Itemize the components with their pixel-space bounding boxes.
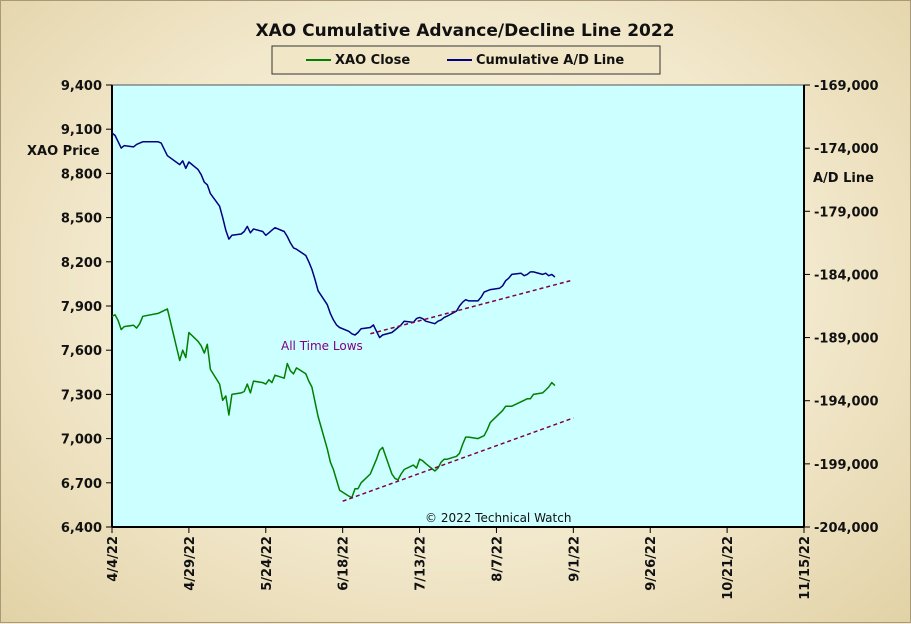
left-tick-label: 8,800 [61,167,102,182]
x-tick-label: 7/13/22 [414,536,429,591]
right-tick-label: -184,000 [814,268,879,283]
left-tick-label: 9,100 [61,123,102,138]
annotation-all-time-lows: All Time Lows [281,339,363,353]
x-tick-label: 10/21/22 [721,536,736,600]
left-tick-label: 8,200 [61,256,102,271]
annotation-copyright: © 2022 Technical Watch [425,511,571,525]
left-tick-label: 7,300 [61,388,102,403]
left-tick-label: 9,400 [61,79,102,94]
series-line-xao-close [111,308,556,499]
legend-label-ad-line: Cumulative A/D Line [476,53,624,68]
legend: XAO Close Cumulative A/D Line [271,45,661,75]
right-axis: -169,000 -174,000 -179,000 -184,000 -189,000… [803,79,879,536]
x-tick-label: 4/29/22 [183,536,198,591]
left-tick-label: 6,700 [61,477,102,492]
series-layer [111,132,556,499]
right-tick-label: -174,000 [814,142,879,157]
left-tick-label: 6,400 [61,521,102,536]
left-axis: 9,400 9,100 8,800 8,500 8,200 7,900 7,600 7,300… [61,79,113,536]
right-tick-label: -169,000 [814,79,879,94]
plot-area [111,84,805,528]
right-tick-label: -194,000 [814,395,879,410]
right-tick-label: -179,000 [814,205,879,220]
x-tick-label: 4/4/22 [106,536,121,582]
x-tick-label: 9/26/22 [644,536,659,591]
x-tick-label: 5/24/22 [260,536,275,591]
right-tick-label: -204,000 [814,521,879,536]
x-axis: 4/4/22 4/29/22 5/24/22 6/18/22 7/13/22 8/7/22… [106,526,813,600]
left-tick-label: 7,600 [61,344,102,359]
trendline-layer [342,280,574,502]
x-tick-label: 9/1/22 [567,536,582,582]
right-tick-label: -199,000 [814,458,879,473]
chart-title: XAO Cumulative Advance/Decline Line 2022 [255,21,674,41]
trendline-xao-close [342,417,574,502]
y-left-axis-label: XAO Price [27,144,100,159]
x-tick-label: 11/15/22 [798,536,813,600]
x-tick-label: 8/7/22 [490,536,505,582]
left-tick-label: 8,500 [61,212,102,227]
x-tick-label: 6/18/22 [337,536,352,591]
legend-label-xao-close: XAO Close [335,53,410,68]
right-tick-label: -189,000 [814,332,879,347]
left-tick-label: 7,000 [61,433,102,448]
y-right-axis-label: A/D Line [813,171,874,186]
series-line-ad-line [111,132,556,339]
left-tick-label: 7,900 [61,300,102,315]
